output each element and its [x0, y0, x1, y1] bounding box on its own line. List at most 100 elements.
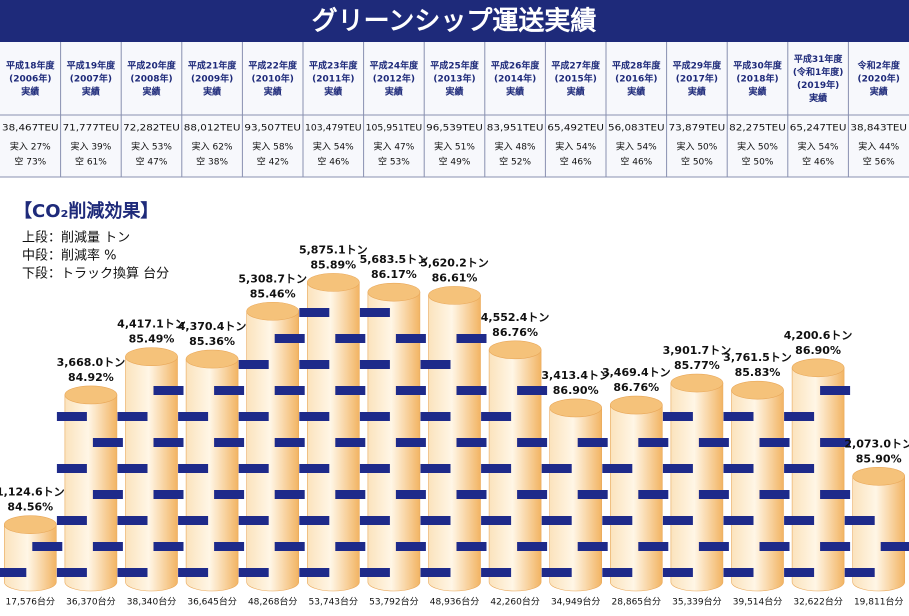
period-label: 実績: [82, 86, 100, 98]
truck-icon: [239, 412, 269, 421]
cylinder-top: [4, 516, 56, 534]
truck-icon: [760, 542, 790, 551]
truck-icon: [118, 516, 148, 525]
period-label: 実績: [324, 86, 342, 98]
loaded-rate: 実入 58%: [252, 141, 293, 153]
truck-icon: [542, 464, 572, 473]
truck-icon: [820, 542, 850, 551]
period-label: (2008年): [130, 73, 172, 85]
loaded-rate: 実入 44%: [858, 141, 899, 153]
truck-icon: [845, 568, 875, 577]
truck-icon: [542, 568, 572, 577]
truck-icon: [154, 490, 184, 499]
truck-icon: [517, 438, 547, 447]
teu-value: 83,951TEU: [487, 124, 544, 134]
truck-icon: [457, 542, 487, 551]
rate-label: 85.83%: [735, 366, 781, 379]
reduction-label: 4,552.4トン: [481, 311, 550, 324]
teu-value: 65,492TEU: [547, 124, 604, 134]
teu-value: 72,282TEU: [123, 124, 180, 134]
legend-line: 下段：トラック換算 台分: [22, 267, 169, 282]
period-label: (令和1年度): [793, 66, 844, 78]
truck-icon: [214, 438, 244, 447]
truck-icon: [335, 438, 365, 447]
truck-icon: [299, 568, 329, 577]
truck-icon: [517, 490, 547, 499]
truck-icon: [663, 412, 693, 421]
period-label: (2020年): [858, 73, 900, 85]
rate-label: 86.76%: [492, 326, 538, 339]
cylinder-top: [853, 467, 905, 485]
truck-icon: [638, 438, 668, 447]
truck-icon: [578, 542, 608, 551]
truck-icon: [457, 438, 487, 447]
empty-rate: 空 46%: [802, 156, 834, 168]
truck-icon: [457, 386, 487, 395]
teu-value: 56,083TEU: [608, 124, 665, 134]
chart-title: 【CO₂削減効果】: [14, 200, 158, 222]
truck-icon: [845, 516, 875, 525]
period-label: (2011年): [312, 73, 354, 85]
truck-icon: [275, 438, 305, 447]
truck-icon: [275, 386, 305, 395]
period-label: 実績: [203, 86, 221, 98]
period-label: 実績: [627, 86, 645, 98]
reduction-label: 2,073.0トン: [844, 437, 909, 450]
period-label: (2009年): [191, 73, 233, 85]
teu-value: 38,843TEU: [850, 124, 907, 134]
cylinder-top: [186, 350, 238, 368]
teu-value: 93,507TEU: [244, 124, 301, 134]
truck-icon: [421, 464, 451, 473]
rate-label: 84.56%: [7, 501, 53, 514]
truck-icon: [360, 516, 390, 525]
cylinder-top: [247, 302, 299, 320]
cylinder-top: [65, 386, 117, 404]
truck-icon: [663, 464, 693, 473]
empty-rate: 空 53%: [378, 156, 410, 168]
rate-label: 86.61%: [432, 271, 478, 284]
loaded-rate: 実入 53%: [131, 141, 172, 153]
truck-icon: [784, 412, 814, 421]
rate-label: 86.90%: [795, 344, 841, 357]
period-label: (2019年): [797, 79, 839, 91]
truck-icon: [578, 490, 608, 499]
empty-rate: 空 73%: [14, 156, 46, 168]
period-label: 実績: [870, 86, 888, 98]
period-label: 平成29年度: [673, 60, 723, 72]
truck-icon: [457, 490, 487, 499]
period-label: 実績: [748, 86, 766, 98]
truck-icon: [93, 438, 123, 447]
truck-label: 38,340台分: [127, 596, 177, 608]
period-label: (2007年): [70, 73, 112, 85]
truck-icon: [421, 568, 451, 577]
reduction-label: 5,620.2トン: [420, 256, 489, 269]
period-label: 実績: [506, 86, 524, 98]
rate-label: 85.49%: [129, 333, 175, 346]
truck-icon: [93, 542, 123, 551]
cylinder: [792, 368, 844, 591]
truck-icon: [275, 542, 305, 551]
truck-icon: [299, 308, 329, 317]
truck-label: 17,576台分: [6, 596, 56, 608]
loaded-rate: 実入 54%: [798, 141, 839, 153]
cylinder: [550, 408, 602, 591]
teu-value: 38,467TEU: [2, 124, 59, 134]
cylinder-top: [368, 283, 420, 301]
rate-label: 86.90%: [553, 384, 599, 397]
reduction-label: 4,370.4トン: [178, 320, 247, 333]
truck-label: 32,622台分: [793, 596, 843, 608]
empty-rate: 空 50%: [681, 156, 713, 168]
period-label: 平成24年度: [370, 60, 420, 72]
empty-rate: 空 50%: [742, 156, 774, 168]
empty-rate: 空 46%: [317, 156, 349, 168]
truck-icon: [638, 542, 668, 551]
truck-icon: [602, 568, 632, 577]
truck-icon: [784, 464, 814, 473]
truck-label: 34,949台分: [551, 596, 601, 608]
period-label: (2018年): [736, 73, 778, 85]
truck-icon: [239, 360, 269, 369]
truck-icon: [154, 386, 184, 395]
loaded-rate: 実入 39%: [70, 141, 111, 153]
period-label: 平成27年度: [551, 60, 601, 72]
period-label: (2013年): [433, 73, 475, 85]
